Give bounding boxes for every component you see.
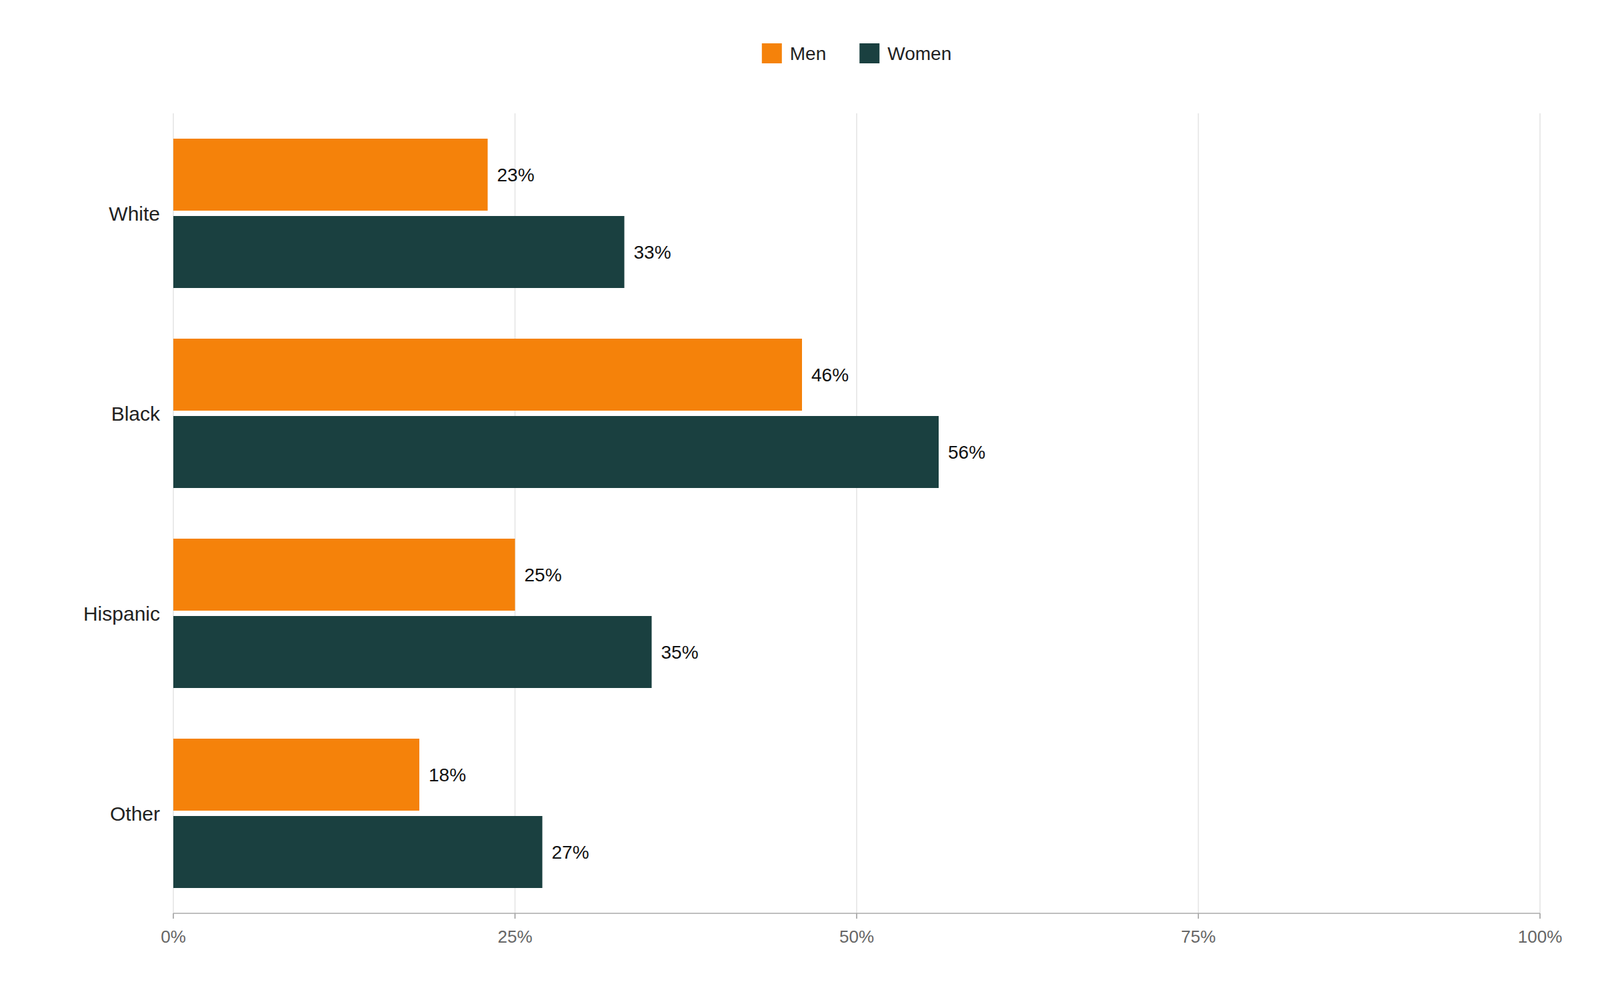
data-label: 27% [552,842,590,863]
y-axis: White Black Hispanic Other [83,202,161,825]
tick-label: 25% [497,926,532,947]
bar [173,338,802,411]
category-label: White [108,202,160,225]
tick-mark [514,913,516,919]
grid-line [1539,113,1541,914]
bar [173,616,652,688]
grid [173,113,1540,914]
bar [173,816,543,888]
legend-label: Women [887,43,952,64]
category-label: Hispanic [83,602,160,625]
legend: Men Women [762,43,952,64]
tick-label: 0% [160,926,186,947]
x-axis: 0% 25% 50% 75% 100% [160,913,1562,947]
bar [173,738,420,811]
category-label: Black [111,402,161,425]
bar [173,538,516,611]
legend-swatch [762,43,782,64]
data-labels: 23% 33% 46% 56% 25% 35% 18% 27% [428,164,986,863]
data-label: 35% [661,642,699,663]
legend-label: Men [790,43,826,64]
data-label: 23% [497,164,535,186]
bar [173,138,488,211]
legend-swatch [859,43,880,64]
chart: 0% 25% 50% 75% 100% 23% 33% 46% 56% 25% 35% 18% 27% W… [0,0,1600,1000]
tick-mark [172,913,174,919]
data-label: 33% [634,242,672,263]
data-label: 25% [524,564,562,586]
data-label: 18% [428,764,466,786]
grid-line [1198,113,1200,914]
tick-label: 50% [839,926,874,947]
grid-line [856,113,858,914]
axis-line [173,912,1540,914]
data-label: 46% [811,364,849,386]
tick-mark [1198,913,1200,919]
bars [173,138,939,888]
tick-label: 100% [1518,926,1563,947]
tick-mark [856,913,858,919]
data-label: 56% [948,442,986,463]
tick-mark [1539,913,1541,919]
bar [173,416,939,488]
bar [173,216,625,288]
tick-label: 75% [1180,926,1216,947]
background [0,0,1600,1000]
category-label: Other [110,802,160,825]
